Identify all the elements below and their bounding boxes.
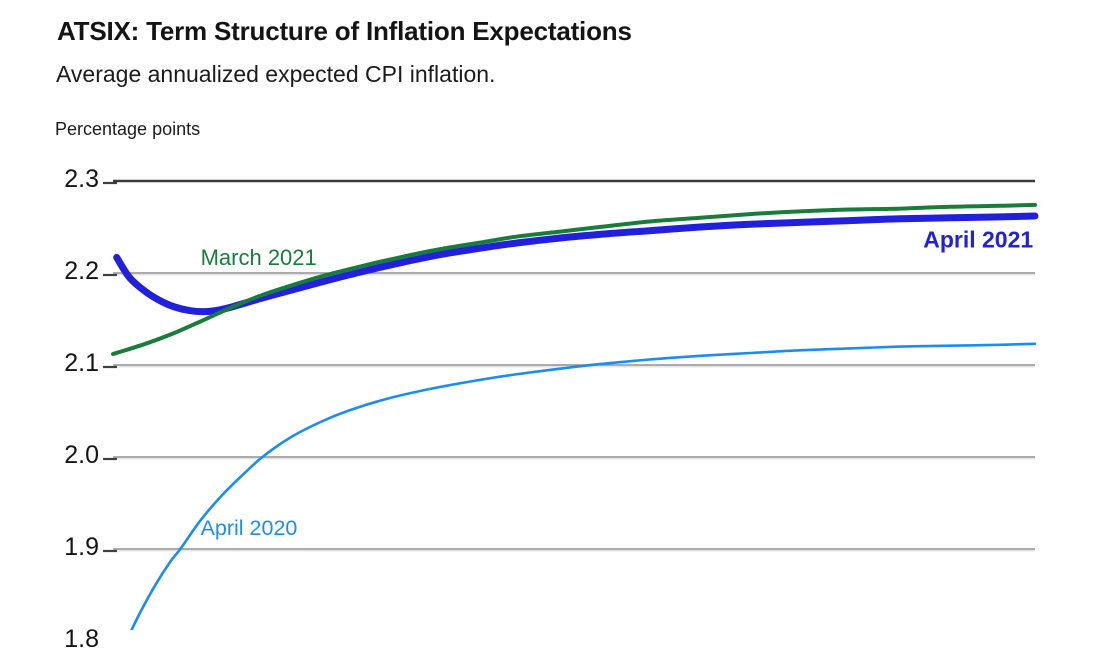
y-tick-label-2.0: 2.0: [64, 441, 99, 469]
series-label-march-2021: March 2021: [200, 245, 317, 271]
y-tick-label-2.1: 2.1: [64, 349, 99, 377]
chart-subtitle: Average annualized expected CPI inflatio…: [56, 61, 496, 87]
series-label-april-2020: April 2020: [200, 515, 298, 540]
y-axis-unit-label: Percentage points: [55, 119, 201, 139]
y-tick-label-1.8: 1.8: [64, 625, 99, 653]
y-tick-label-2.3: 2.3: [64, 165, 99, 193]
chart-title: ATSIX: Term Structure of Inflation Expec…: [57, 16, 632, 46]
series-label-april-2021: April 2021: [923, 226, 1034, 253]
series-line-march-2021: [111, 202, 1037, 356]
series-line-april-2020: [130, 342, 1037, 630]
inflation-expectations-chart: ATSIX: Term Structure of Inflation Expec…: [55, 16, 1039, 653]
y-tick-label-2.2: 2.2: [64, 257, 99, 285]
plot-area: [103, 179, 1039, 630]
series-line-april-2021: [113, 212, 1039, 316]
y-tick-label-1.9: 1.9: [64, 533, 99, 561]
